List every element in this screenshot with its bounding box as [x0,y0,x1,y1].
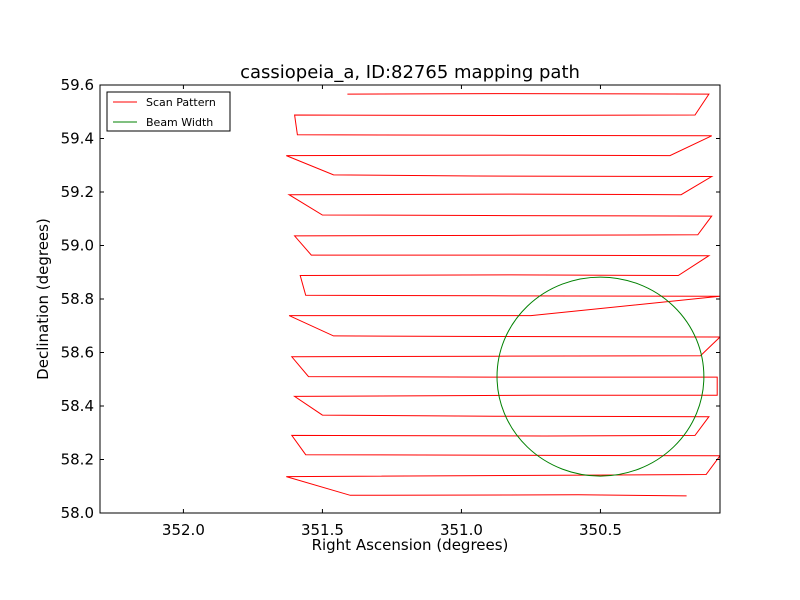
legend-frame [106,91,231,132]
y-tick-label: 59.6 [61,76,94,94]
beam-width-circle [496,276,705,477]
y-tick-label: 59.0 [61,237,94,255]
plot-background [100,85,720,513]
x-tick-label: 351.5 [301,521,344,539]
y-tick-label: 59.2 [61,183,94,201]
y-axis: 58.0 58.2 58.4 58.6 58.8 59.0 59.2 59.4 59.6 [61,76,720,522]
chart-title: cassiopeia_a, ID:82765 mapping path [240,62,580,83]
y-tick-label: 58.6 [61,344,94,362]
series-layer [286,93,720,497]
y-tick-label: 59.4 [61,130,94,148]
y-tick-label: 58.8 [61,290,94,308]
legend-label-scan-pattern: Scan Pattern [146,96,216,109]
x-axis: 352.0 351.5 351.0 350.5 [162,85,622,539]
x-tick-label: 350.5 [579,521,622,539]
y-axis-label: Declination (degrees) [34,218,52,380]
legend-label-beam-width: Beam Width [146,116,213,129]
x-tick-label: 351.0 [440,521,483,539]
y-tick-label: 58.2 [61,451,94,469]
y-tick-label: 58.0 [61,504,94,522]
y-tick-label: 58.4 [61,397,94,415]
scan-pattern-line [286,93,720,497]
x-axis-label: Right Ascension (degrees) [312,536,509,554]
plot-area [99,84,721,514]
x-tick-label: 352.0 [162,521,205,539]
legend: Scan Pattern Beam Width [106,91,231,132]
